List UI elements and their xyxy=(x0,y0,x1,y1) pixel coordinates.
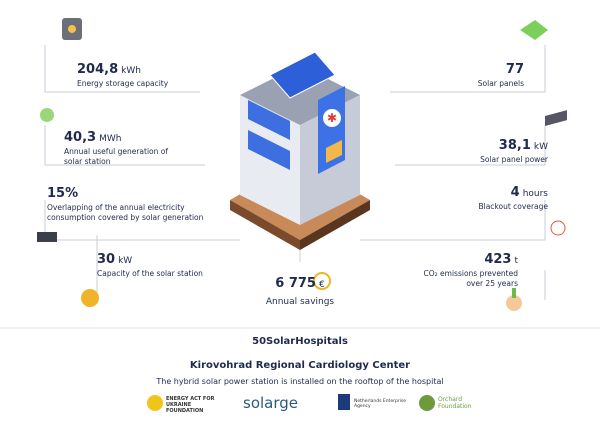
subtitle: The hybrid solar power station is instal… xyxy=(156,377,444,386)
stat: 15% Overlapping of the annual electricity… xyxy=(47,182,217,223)
brand: 50SolarHospitals xyxy=(252,336,348,347)
stat-label: Solar panel power xyxy=(480,155,548,164)
savings-line: 6 775 € xyxy=(240,272,360,291)
stat-value-line: 38,1 kW xyxy=(408,134,548,153)
logo: Orchard Foundation xyxy=(438,396,472,410)
stat-label: Annual useful generation of solar statio… xyxy=(64,147,168,166)
stat-unit: kW xyxy=(118,256,133,266)
savings: 6 775 € Annual savings xyxy=(240,272,360,307)
stat-unit: kWh xyxy=(121,66,141,76)
stat-value: 77 xyxy=(505,62,524,77)
stat-value-line: 77 xyxy=(384,58,524,77)
stat-value-line: 30 kW xyxy=(97,248,247,267)
logo: solarge xyxy=(243,394,299,412)
savings-unit: € xyxy=(318,280,325,290)
stat-label: Capacity of the solar station xyxy=(97,269,203,278)
title: Kirovohrad Regional Cardiology Center xyxy=(189,360,411,371)
stat-unit: MWh xyxy=(99,134,122,144)
stat: 40,3 MWh Annual useful generation of solar… xyxy=(64,126,184,167)
stat-value-line: 15% xyxy=(47,182,217,201)
stat-value-line: 423 t xyxy=(408,248,518,267)
logo: ENERGY ACT FOR UKRAINE FOUNDATION xyxy=(166,396,215,414)
stat-value: 40,3 xyxy=(64,130,97,145)
stat-unit: hours xyxy=(522,189,548,199)
stat-value: 423 xyxy=(484,252,512,267)
stat-label: Energy storage capacity xyxy=(77,79,169,88)
stat-unit: kW xyxy=(533,142,548,152)
stat-value: 30 xyxy=(97,252,116,267)
logo: Netherlands Enterprise Agency xyxy=(354,399,407,409)
stat-value-line: 40,3 MWh xyxy=(64,126,184,145)
savings-label: Annual savings xyxy=(265,297,335,307)
stat-value: 15% xyxy=(47,186,79,201)
stat-label: CO₂ emissions prevented over 25 years xyxy=(423,269,518,288)
stat-value-line: 4 hours xyxy=(408,181,548,200)
svg-text:✱: ✱ xyxy=(327,111,337,125)
stat: 204,8 kWh Energy storage capacity xyxy=(77,58,217,89)
stat: 30 kW Capacity of the solar station xyxy=(97,248,247,279)
stat-label: Blackout coverage xyxy=(478,202,548,211)
stat: 4 hours Blackout coverage xyxy=(408,181,548,212)
stat-value: 4 xyxy=(510,185,520,200)
stat-value: 38,1 xyxy=(498,138,531,153)
savings-value: 6 775 xyxy=(275,276,316,291)
stat-label: Solar panels xyxy=(477,79,524,88)
stat-unit: t xyxy=(514,256,518,266)
stat: 38,1 kW Solar panel power xyxy=(408,134,548,165)
stat-value-line: 204,8 kWh xyxy=(77,58,217,77)
stat: 423 t CO₂ emissions prevented over 25 year… xyxy=(408,248,518,289)
stat: 77 Solar panels xyxy=(384,58,524,89)
stat-value: 204,8 xyxy=(77,62,119,77)
stat-label: Overlapping of the annual electricity co… xyxy=(47,203,204,222)
